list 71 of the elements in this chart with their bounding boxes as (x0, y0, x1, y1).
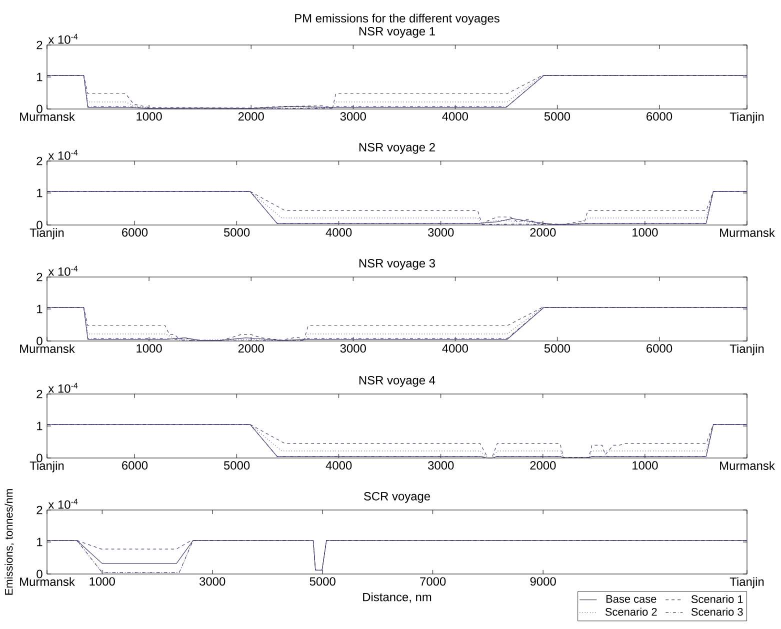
x-tick-label: 5000 (224, 228, 250, 237)
x-tick-label: 7000 (420, 577, 446, 586)
y-tick-label: 1 (37, 188, 42, 198)
x-tick-label: 1000 (136, 112, 162, 121)
x-tick-label: 6000 (122, 228, 148, 237)
x-tick-label: 5000 (544, 112, 570, 121)
x-tick-label: Murmansk (20, 577, 75, 586)
x-tick-label: Tianjin (30, 228, 64, 240)
y-tick-label: 2 (36, 390, 42, 398)
x-tick-label: 1000 (632, 461, 658, 470)
y-tick-label: 1 (37, 304, 42, 314)
x-tick-label: Murmansk (20, 344, 75, 353)
y-tick-label: 0 (36, 104, 42, 114)
y-tick-label: 2 (36, 506, 42, 514)
x-tick-label: Tianjin (30, 461, 64, 472)
y-tick-label: 0 (36, 336, 42, 346)
chart-title: NSR voyage 4 (359, 376, 436, 387)
legend-label: Scenario 2 (605, 608, 657, 616)
legend-label: Base case (606, 595, 656, 603)
x-tick-label: Murmansk (720, 461, 775, 470)
x-tick-label: 6000 (122, 461, 148, 470)
chart-title: SCR voyage (364, 492, 430, 503)
x-tick-label: Tianjin (730, 344, 764, 356)
chart-title: PM emissions for the different voyages (295, 14, 500, 25)
x-tick-label: 3000 (428, 461, 454, 470)
x-tick-label: 4000 (442, 112, 468, 121)
x-tick-label: 3000 (340, 112, 366, 121)
x-tick-label: Tianjin (730, 112, 764, 124)
x-tick-label: 4000 (326, 228, 352, 237)
x-axis-title: Distance, nm (363, 592, 432, 603)
legend-label: Scenario 1 (691, 594, 743, 604)
y-tick-label: 0 (36, 220, 42, 230)
y-tick-label: 0 (36, 570, 42, 578)
text: x 10$^{-4}$ (48, 382, 78, 393)
x-tick-label: 2000 (530, 228, 556, 237)
x-tick-label: 2000 (238, 112, 264, 121)
text: x 10$^{-4}$ (48, 266, 78, 276)
x-tick-label: Murmansk (720, 228, 775, 237)
x-tick-label: 4000 (326, 461, 352, 470)
x-tick-label: 3000 (200, 577, 226, 586)
y-tick-label: 2 (36, 156, 42, 166)
y-tick-label: 0 (36, 454, 42, 462)
x-tick-label: 6000 (646, 344, 672, 353)
x-tick-label: 2000 (530, 461, 556, 470)
x-tick-label: Tianjin (730, 577, 764, 588)
x-tick-label: 5000 (224, 461, 250, 470)
x-tick-label: 4000 (442, 344, 468, 353)
x-tick-label: 9000 (530, 577, 556, 586)
x-tick-label: 2000 (238, 344, 264, 353)
chart-title: NSR voyage 3 (359, 258, 435, 270)
x-tick-label: 1000 (632, 228, 658, 237)
x-tick-label: 1000 (90, 577, 115, 586)
y-tick-label: 1 (37, 538, 42, 546)
chart-subtitle: NSR voyage 1 (359, 26, 435, 38)
y-tick-label: 2 (36, 40, 42, 50)
x-tick-label: 3000 (340, 344, 366, 353)
x-tick-label: 5000 (310, 577, 336, 586)
chart-title: NSR voyage 2 (359, 142, 435, 154)
text: x 10$^{-4}$ (48, 150, 78, 160)
y-axis-title: Emissions, tonnes/nm (4, 489, 14, 595)
y-tick-label: 1 (37, 72, 42, 82)
text: x 10$^{-4}$ (48, 498, 78, 509)
x-tick-label: 3000 (428, 228, 454, 237)
y-tick-label: 2 (36, 272, 42, 282)
y-tick-label: 1 (37, 422, 42, 430)
legend-label: Scenario 3 (691, 608, 743, 616)
x-tick-label: Murmansk (20, 112, 75, 121)
x-tick-label: 1000 (136, 344, 162, 353)
x-tick-label: 5000 (544, 344, 570, 353)
x-tick-label: 6000 (646, 112, 672, 121)
text: x 10$^{-4}$ (48, 34, 78, 44)
